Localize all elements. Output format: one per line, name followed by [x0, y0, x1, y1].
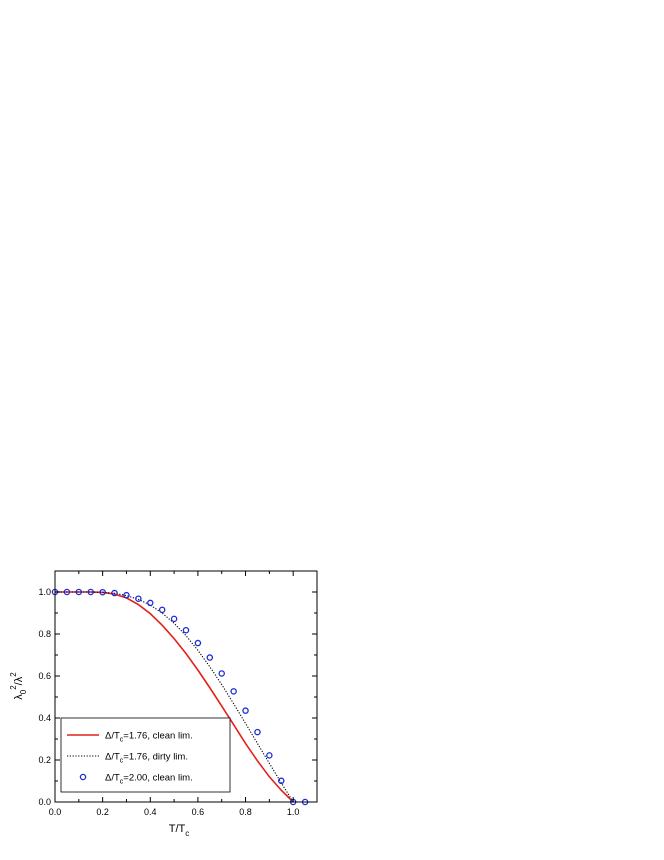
data-point-2: [147, 599, 154, 607]
legend-label-1: Δ/Tc=1.76, dirty lim.: [105, 752, 188, 765]
data-point-2: [158, 606, 166, 614]
x-axis-label: T/Tc: [169, 823, 190, 838]
x-tick-label: 0.6: [192, 807, 205, 817]
series-line-1: [55, 591, 294, 803]
data-point-2: [170, 615, 178, 623]
legend-box: [60, 717, 231, 793]
data-point-2: [254, 728, 261, 736]
data-point-2: [87, 588, 94, 596]
data-point-2: [99, 588, 106, 596]
x-tick-label: 0.8: [239, 807, 252, 817]
data-point-2: [123, 591, 130, 599]
data-point-2: [194, 639, 202, 647]
legend-marker-2: [79, 773, 87, 781]
x-tick-label: 0.4: [144, 807, 157, 817]
y-tick-label: 1.0: [38, 587, 51, 597]
x-tick-label: 0.2: [96, 807, 109, 817]
data-point-2: [242, 707, 249, 714]
data-point-2: [266, 752, 273, 759]
legend-label-0: Δ/Tc=1.76, clean lim.: [105, 731, 193, 744]
plot-frame: [54, 570, 318, 803]
data-point-2: [135, 595, 142, 602]
y-axis-label: λ02/λ2: [9, 672, 28, 700]
data-point-2: [63, 588, 71, 596]
data-point-2: [182, 626, 190, 634]
x-tick-label: 0.0: [49, 807, 62, 817]
y-tick-label: 0.4: [38, 713, 51, 723]
data-point-2: [278, 777, 285, 785]
y-tick-label: 0.2: [38, 755, 51, 765]
data-point-2: [230, 688, 237, 695]
x-tick-label: 1.0: [287, 807, 300, 817]
y-tick-label: 0.8: [38, 629, 51, 639]
series-layer: [51, 588, 309, 806]
data-point-2: [218, 670, 225, 677]
y-tick-label: 0.6: [38, 671, 51, 681]
data-point-2: [206, 654, 214, 661]
y-tick-label: 0.0: [38, 797, 51, 807]
legend-label-2: Δ/Tc=2.00, clean lim.: [105, 773, 193, 786]
axes: 0.0 0.2 0.4 0.6 0.8 1.0 0.0 0.2 0.4 0.6 0.8 1.0 T/Tc…: [9, 570, 318, 838]
data-point-2: [75, 588, 83, 596]
data-point-2: [111, 589, 118, 597]
legend: Δ/Tc=1.76, clean lim. Δ/Tc=1.76, dirty li…: [60, 717, 231, 793]
